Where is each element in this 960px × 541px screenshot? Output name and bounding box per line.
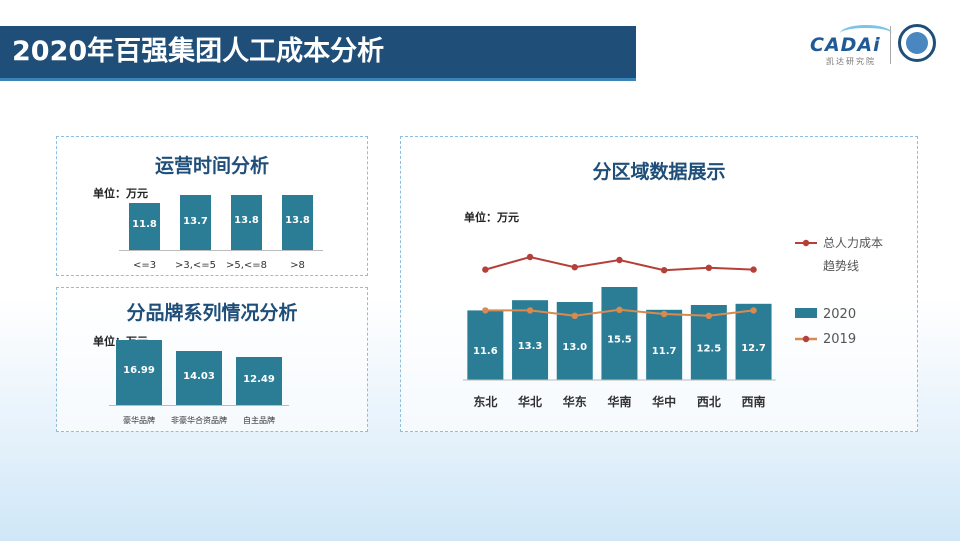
logo-divider <box>890 26 891 64</box>
brand-series-panel: 分品牌系列情况分析 单位：万元 16.99豪华品牌14.03非豪华合资品牌12.… <box>56 287 368 432</box>
region-bar-value-label: 11.6 <box>473 346 498 357</box>
operating-time-title: 运营时间分析 <box>154 155 269 177</box>
category-label: >8 <box>290 260 305 271</box>
bar-value-label: 13.8 <box>234 215 259 227</box>
region-panel: 分区域数据展示 单位：万元 11.6 13.3 13.0 15.5 11.7 12.5 12… <box>400 136 918 432</box>
logo: CADAi 凯达研究院 <box>810 22 940 68</box>
bar-value-label: 11.8 <box>132 219 157 231</box>
region-category-label: 华北 <box>518 394 542 409</box>
series-2019-point <box>705 312 713 319</box>
legend-2020-label: 2020 <box>823 307 856 322</box>
region-bar <box>646 309 683 380</box>
x-axis-line <box>109 405 289 406</box>
total-trend-point <box>705 264 713 271</box>
category-label: 自主品牌 <box>243 416 275 425</box>
logo-subtitle: 凯达研究院 <box>826 57 876 66</box>
legend-2020-swatch <box>795 308 817 318</box>
legend-total-label-2: 趋势线 <box>823 259 859 273</box>
bar-value-label: 16.99 <box>123 365 155 377</box>
bar <box>176 351 222 405</box>
total-trend-point <box>616 256 623 264</box>
region-bar-value-label: 13.0 <box>562 342 587 353</box>
total-trend-point <box>482 266 489 273</box>
bar <box>231 194 262 250</box>
category-label: 非豪华合资品牌 <box>171 416 227 425</box>
region-bar-value-label: 13.3 <box>518 341 543 352</box>
region-bar <box>467 310 504 380</box>
bar-value-label: 13.8 <box>285 215 310 227</box>
region-category-label: 西南 <box>742 394 766 409</box>
bar <box>236 357 282 405</box>
bar-value-label: 12.49 <box>243 374 275 386</box>
region-category-label: 东北 <box>473 394 497 409</box>
bar-value-label: 13.7 <box>183 215 208 227</box>
total-trend-point <box>571 264 578 271</box>
legend-2019-label: 2019 <box>823 332 856 347</box>
series-2019-point <box>482 307 489 314</box>
region-title: 分区域数据展示 <box>592 161 726 183</box>
region-unit: 单位：万元 <box>464 211 519 224</box>
series-2019-point <box>750 307 757 314</box>
category-label: 豪华品牌 <box>123 416 155 425</box>
seal-icon <box>898 24 936 62</box>
logo-brand: CADAi <box>810 34 881 56</box>
category-label: <=3 <box>132 260 157 271</box>
region-bar <box>735 303 772 380</box>
region-bar-value-label: 12.7 <box>741 343 766 354</box>
category-label: >5,<=8 <box>225 260 268 271</box>
legend-2019-point-swatch <box>802 335 810 343</box>
operating-time-unit: 单位：万元 <box>93 187 148 200</box>
bar <box>129 202 160 250</box>
category-label: >3,<=5 <box>174 260 217 271</box>
bar <box>116 339 162 405</box>
operating-time-panel: 运营时间分析 单位：万元 11.8 <=3 13.7 >3,<=5 13.8 >5,<=8… <box>56 136 368 276</box>
bar <box>282 194 313 250</box>
total-trend-point <box>750 266 757 273</box>
legend-total-label: 总人力成本 <box>823 236 883 250</box>
total-trend-point <box>660 267 668 274</box>
region-bar-value-label: 12.5 <box>697 344 722 355</box>
region-category-label: 华东 <box>563 394 587 409</box>
total-trend-point <box>526 253 534 261</box>
series-2019-point <box>571 312 578 319</box>
region-chart: 11.6 13.3 13.0 15.5 11.7 12.5 12.7 东北 华北 华东 华南 华中 西北… <box>463 236 883 409</box>
series-2019-point <box>660 310 668 318</box>
page-title: 2020年百强集团人工成本分析 <box>0 26 636 81</box>
region-bar <box>601 287 638 380</box>
region-bar-value-label: 11.7 <box>652 346 677 357</box>
brand-series-title: 分品牌系列情况分析 <box>126 302 298 324</box>
bar-value-label: 14.03 <box>183 371 215 383</box>
series-2019-point <box>526 307 534 314</box>
region-category-label: 华中 <box>652 394 676 409</box>
region-category-label: 西北 <box>697 394 721 409</box>
legend-total-point-swatch <box>802 239 810 247</box>
region-category-label: 华南 <box>607 394 631 409</box>
logo-arc-icon <box>840 25 892 42</box>
region-bar-value-label: 15.5 <box>607 335 632 346</box>
x-axis-line <box>119 250 323 251</box>
bar <box>180 195 211 250</box>
series-2019-point <box>616 306 623 313</box>
